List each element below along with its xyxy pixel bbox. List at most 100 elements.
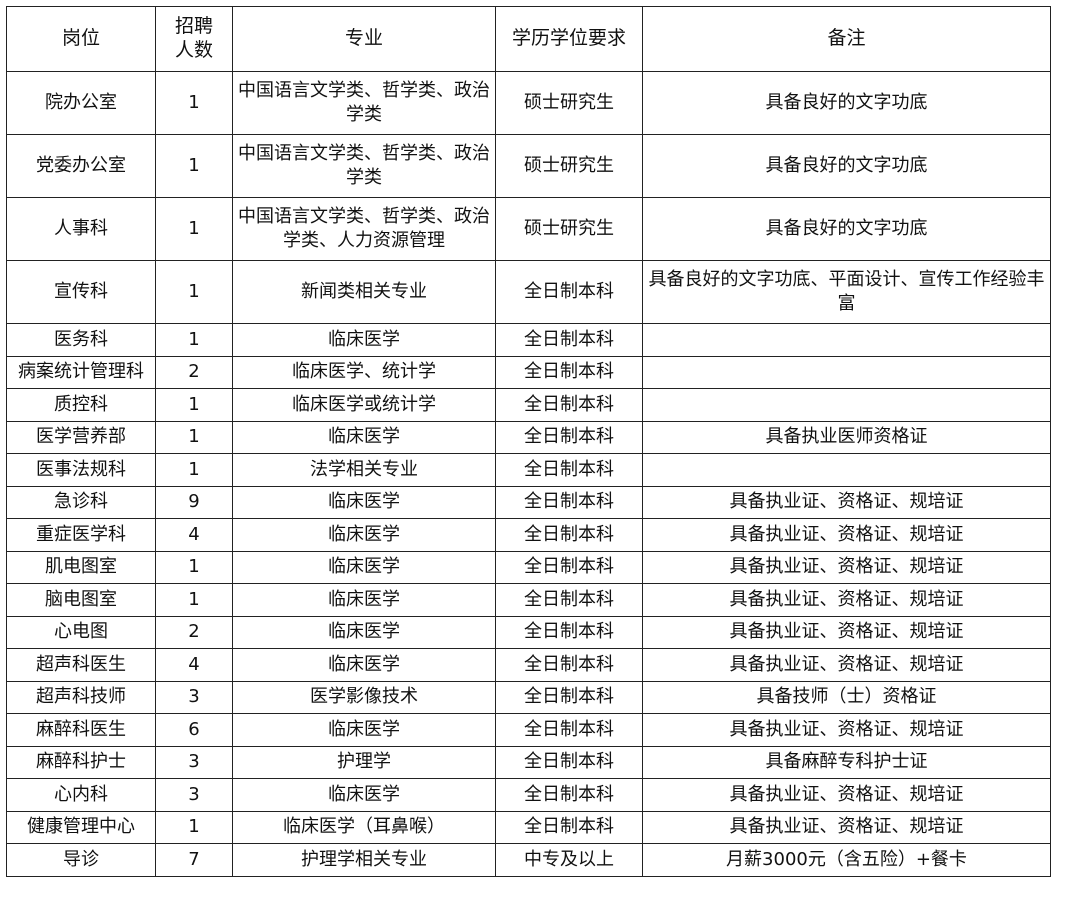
cell-degree: 全日制本科: [495, 323, 643, 357]
cell-count: 2: [155, 355, 233, 389]
cell-post: 超声科医生: [6, 648, 156, 682]
cell-degree: 全日制本科: [495, 260, 643, 324]
table-row: 院办公室 1 中国语言文学类、哲学类、政治学类 硕士研究生 具备良好的文字功底: [6, 71, 1051, 135]
cell-count: 1: [155, 810, 233, 844]
cell-count: 1: [155, 550, 233, 584]
cell-count: 1: [155, 388, 233, 422]
cell-degree: 全日制本科: [495, 485, 643, 519]
cell-note: [642, 453, 1051, 487]
cell-note: 具备执业证、资格证、规培证: [642, 648, 1051, 682]
cell-note: [642, 355, 1051, 389]
cell-degree: 硕士研究生: [495, 134, 643, 198]
table-row: 超声科医生 4 临床医学 全日制本科 具备执业证、资格证、规培证: [6, 648, 1051, 682]
cell-count: 4: [155, 648, 233, 682]
cell-major: 临床医学、统计学: [232, 355, 496, 389]
cell-count: 3: [155, 745, 233, 779]
cell-note: 具备良好的文字功底、平面设计、宣传工作经验丰富: [642, 260, 1051, 324]
cell-post: 人事科: [6, 197, 156, 261]
cell-note: 具备执业证、资格证、规培证: [642, 485, 1051, 519]
header-degree: 学历学位要求: [495, 6, 643, 72]
cell-count: 3: [155, 680, 233, 714]
cell-major: 护理学相关专业: [232, 843, 496, 877]
cell-count: 1: [155, 260, 233, 324]
cell-post: 医务科: [6, 323, 156, 357]
table-row: 急诊科 9 临床医学 全日制本科 具备执业证、资格证、规培证: [6, 485, 1051, 519]
cell-post: 心电图: [6, 615, 156, 649]
table-row: 导诊 7 护理学相关专业 中专及以上 月薪3000元（含五险）+餐卡: [6, 843, 1051, 877]
recruitment-table: 岗位 招聘人数 专业 学历学位要求 备注 院办公室 1 中国语言文学类、哲学类、政治…: [6, 6, 1051, 877]
cell-count: 7: [155, 843, 233, 877]
cell-note: 具备执业证、资格证、规培证: [642, 615, 1051, 649]
cell-degree: 全日制本科: [495, 615, 643, 649]
cell-degree: 全日制本科: [495, 810, 643, 844]
cell-degree: 全日制本科: [495, 648, 643, 682]
header-major: 专业: [232, 6, 496, 72]
cell-degree: 全日制本科: [495, 420, 643, 454]
table-row: 肌电图室 1 临床医学 全日制本科 具备执业证、资格证、规培证: [6, 550, 1051, 584]
cell-note: 具备执业证、资格证、规培证: [642, 583, 1051, 617]
cell-note: [642, 388, 1051, 422]
cell-major: 临床医学: [232, 648, 496, 682]
cell-degree: 全日制本科: [495, 388, 643, 422]
cell-note: 具备良好的文字功底: [642, 134, 1051, 198]
cell-post: 麻醉科护士: [6, 745, 156, 779]
cell-degree: 全日制本科: [495, 453, 643, 487]
cell-degree: 全日制本科: [495, 518, 643, 552]
cell-count: 2: [155, 615, 233, 649]
table-row: 医务科 1 临床医学 全日制本科: [6, 323, 1051, 357]
cell-degree: 全日制本科: [495, 778, 643, 812]
cell-degree: 硕士研究生: [495, 71, 643, 135]
cell-post: 麻醉科医生: [6, 713, 156, 747]
cell-degree: 全日制本科: [495, 550, 643, 584]
table-row: 党委办公室 1 中国语言文学类、哲学类、政治学类 硕士研究生 具备良好的文字功底: [6, 134, 1051, 198]
cell-major: 临床医学: [232, 323, 496, 357]
cell-count: 1: [155, 323, 233, 357]
cell-degree: 全日制本科: [495, 680, 643, 714]
cell-post: 肌电图室: [6, 550, 156, 584]
cell-major: 中国语言文学类、哲学类、政治学类: [232, 71, 496, 135]
cell-note: 具备执业证、资格证、规培证: [642, 778, 1051, 812]
table-row: 病案统计管理科 2 临床医学、统计学 全日制本科: [6, 355, 1051, 389]
cell-degree: 全日制本科: [495, 355, 643, 389]
cell-post: 医事法规科: [6, 453, 156, 487]
table-row: 重症医学科 4 临床医学 全日制本科 具备执业证、资格证、规培证: [6, 518, 1051, 552]
cell-note: 具备良好的文字功底: [642, 197, 1051, 261]
cell-post: 超声科技师: [6, 680, 156, 714]
cell-post: 病案统计管理科: [6, 355, 156, 389]
header-note: 备注: [642, 6, 1051, 72]
cell-post: 导诊: [6, 843, 156, 877]
cell-post: 健康管理中心: [6, 810, 156, 844]
table-row: 宣传科 1 新闻类相关专业 全日制本科 具备良好的文字功底、平面设计、宣传工作经验丰富: [6, 260, 1051, 324]
cell-post: 院办公室: [6, 71, 156, 135]
cell-post: 心内科: [6, 778, 156, 812]
cell-count: 9: [155, 485, 233, 519]
cell-note: 具备执业证、资格证、规培证: [642, 518, 1051, 552]
cell-count: 6: [155, 713, 233, 747]
cell-note: 具备良好的文字功底: [642, 71, 1051, 135]
cell-degree: 硕士研究生: [495, 197, 643, 261]
cell-major: 新闻类相关专业: [232, 260, 496, 324]
table-row: 脑电图室 1 临床医学 全日制本科 具备执业证、资格证、规培证: [6, 583, 1051, 617]
cell-major: 临床医学: [232, 583, 496, 617]
cell-count: 4: [155, 518, 233, 552]
cell-post: 医学营养部: [6, 420, 156, 454]
header-count: 招聘人数: [155, 6, 233, 72]
table-row: 心电图 2 临床医学 全日制本科 具备执业证、资格证、规培证: [6, 615, 1051, 649]
cell-note: 月薪3000元（含五险）+餐卡: [642, 843, 1051, 877]
cell-note: 具备执业证、资格证、规培证: [642, 550, 1051, 584]
cell-major: 临床医学: [232, 778, 496, 812]
table-row: 人事科 1 中国语言文学类、哲学类、政治学类、人力资源管理 硕士研究生 具备良好的文字功…: [6, 197, 1051, 261]
cell-count: 1: [155, 453, 233, 487]
cell-major: 护理学: [232, 745, 496, 779]
cell-major: 临床医学: [232, 420, 496, 454]
cell-post: 脑电图室: [6, 583, 156, 617]
cell-major: 临床医学: [232, 485, 496, 519]
cell-post: 党委办公室: [6, 134, 156, 198]
cell-major: 法学相关专业: [232, 453, 496, 487]
header-post: 岗位: [6, 6, 156, 72]
table-row: 麻醉科护士 3 护理学 全日制本科 具备麻醉专科护士证: [6, 745, 1051, 779]
cell-post: 重症医学科: [6, 518, 156, 552]
cell-count: 3: [155, 778, 233, 812]
cell-count: 1: [155, 71, 233, 135]
table-row: 麻醉科医生 6 临床医学 全日制本科 具备执业证、资格证、规培证: [6, 713, 1051, 747]
